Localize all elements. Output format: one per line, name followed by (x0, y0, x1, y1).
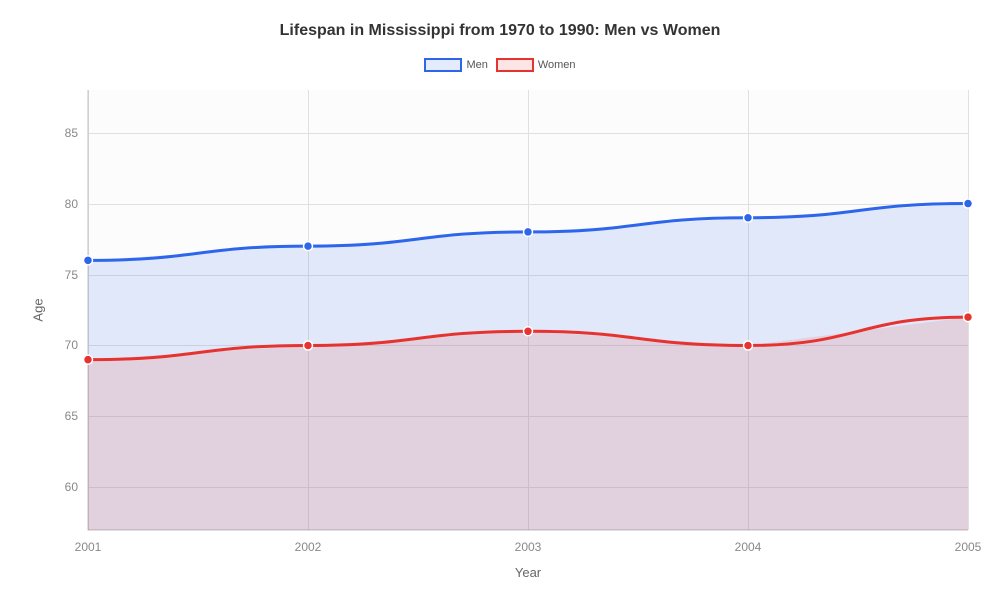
marker-women (524, 327, 533, 336)
marker-men (304, 242, 313, 251)
legend-swatch-men (424, 58, 462, 72)
x-tick-label: 2001 (75, 540, 102, 554)
y-tick-label: 60 (65, 480, 78, 494)
y-tick-label: 65 (65, 409, 78, 423)
x-tick-label: 2004 (735, 540, 762, 554)
plot-area: Age Year 6065707580852001200220032004200… (88, 90, 968, 530)
marker-men (744, 213, 753, 222)
series-layer (88, 90, 968, 530)
chart-title: Lifespan in Mississippi from 1970 to 199… (0, 22, 1000, 40)
chart-legend: Men Women (0, 58, 1000, 72)
legend-label-men: Men (466, 59, 487, 71)
grid-line-vertical (968, 90, 969, 530)
legend-item-men: Men (424, 58, 487, 72)
legend-swatch-women (496, 58, 534, 72)
x-tick-label: 2002 (295, 540, 322, 554)
y-axis-title: Age (31, 298, 46, 321)
x-tick-label: 2003 (515, 540, 542, 554)
y-tick-label: 80 (65, 197, 78, 211)
x-axis-title: Year (515, 565, 541, 580)
legend-label-women: Women (538, 59, 576, 71)
marker-women (84, 355, 93, 364)
marker-women (964, 313, 973, 322)
x-tick-label: 2005 (955, 540, 982, 554)
y-tick-label: 70 (65, 338, 78, 352)
y-tick-label: 75 (65, 268, 78, 282)
y-tick-label: 85 (65, 126, 78, 140)
marker-women (744, 341, 753, 350)
legend-item-women: Women (496, 58, 576, 72)
marker-men (964, 199, 973, 208)
marker-women (304, 341, 313, 350)
marker-men (84, 256, 93, 265)
lifespan-chart: Lifespan in Mississippi from 1970 to 199… (0, 0, 1000, 600)
marker-men (524, 227, 533, 236)
